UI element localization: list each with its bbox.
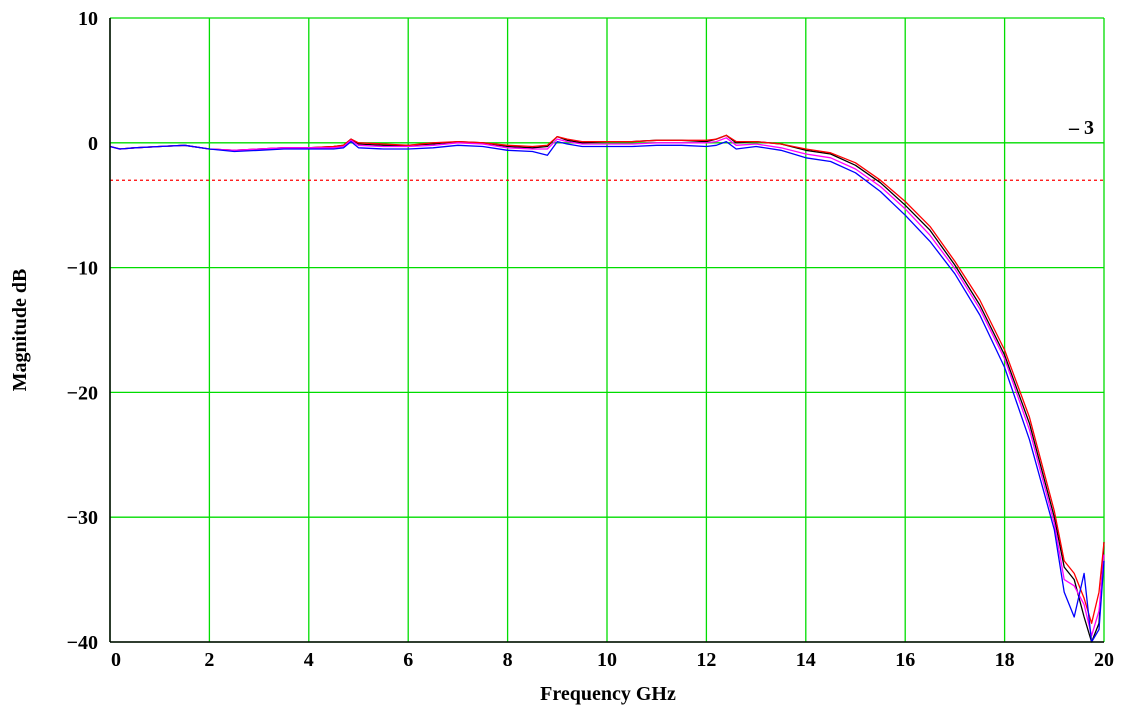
x-tick-label-2: 4 bbox=[304, 649, 314, 671]
series-line-2 bbox=[109, 137, 1105, 637]
tick-label-layer: 0 2 4 6 8 10 12 14 16 18 20 10 0 −10 −20 −30 −40 bbox=[67, 8, 1114, 671]
x-tick-label-8: 16 bbox=[895, 649, 915, 671]
x-tick-label-0: 0 bbox=[111, 649, 121, 671]
x-tick-label-4: 8 bbox=[503, 649, 513, 671]
reference-line-label: – 3 bbox=[1068, 117, 1094, 139]
x-tick-label-1: 2 bbox=[204, 649, 214, 671]
y-tick-label-3: −20 bbox=[67, 382, 98, 404]
x-axis-label: Frequency GHz bbox=[540, 683, 676, 705]
x-tick-label-6: 12 bbox=[696, 649, 716, 671]
y-tick-label-2: −10 bbox=[67, 258, 98, 280]
x-tick-label-5: 10 bbox=[597, 649, 617, 671]
y-tick-label-0: 10 bbox=[78, 8, 98, 30]
x-tick-label-3: 6 bbox=[403, 649, 413, 671]
x-tick-label-10: 20 bbox=[1094, 649, 1114, 671]
x-tick-label-9: 18 bbox=[995, 649, 1015, 671]
grid-layer bbox=[109, 17, 1105, 643]
series-line-3 bbox=[109, 140, 1105, 643]
x-tick-label-7: 14 bbox=[796, 649, 816, 671]
y-tick-label-5: −40 bbox=[67, 632, 98, 654]
plot-frame-layer bbox=[109, 18, 1104, 643]
y-tick-label-1: 0 bbox=[88, 133, 98, 155]
series-layer bbox=[109, 134, 1105, 643]
y-tick-label-4: −30 bbox=[67, 507, 98, 529]
y-axis-label: Magnitude dB bbox=[9, 269, 31, 392]
